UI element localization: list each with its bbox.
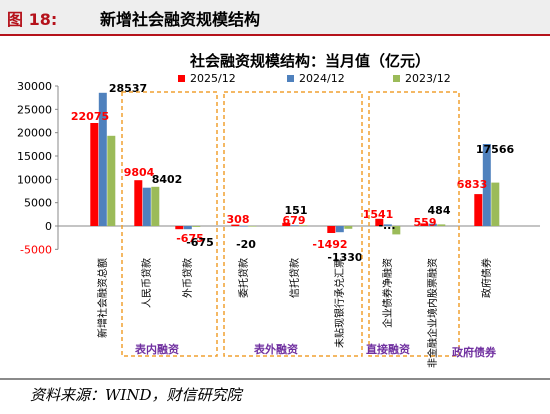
data-label: 1541 — [363, 208, 394, 221]
bar — [474, 194, 483, 226]
category-label: 政府债券 — [480, 258, 493, 298]
data-label: -675 — [176, 232, 204, 245]
figure-source: 资料来源：WIND，财信研究院 — [30, 386, 242, 404]
data-label: 22075 — [71, 110, 109, 123]
group-box — [223, 91, 363, 357]
bar — [375, 218, 384, 226]
bar — [134, 180, 143, 226]
category-label: 委托贷款 — [237, 258, 250, 298]
y-tick-label: 30000 — [17, 80, 52, 93]
bar — [428, 223, 437, 226]
category-label: 未贴现银行承兑汇票 — [333, 258, 346, 348]
legend-label: 2023/12 — [405, 72, 451, 85]
category-label: 非金融企业境内股票融资 — [426, 258, 439, 368]
legend-swatch — [287, 75, 294, 82]
bar — [107, 135, 116, 226]
bar — [282, 222, 291, 226]
data-label: -1492 — [312, 238, 347, 251]
y-tick-label: -5000 — [20, 243, 52, 256]
data-label: 17566 — [476, 143, 515, 156]
x-axis-labels: 新增社会融资总额 人民币贷款 外币贷款 委托贷款 信托贷款 未贴现银行承兑汇票 企业债券净融… — [96, 258, 493, 368]
bar — [231, 224, 240, 226]
data-label: -... — [378, 219, 395, 232]
bar — [142, 187, 151, 226]
data-label: 308 — [227, 213, 250, 226]
figure-number: 图 18: — [7, 10, 58, 29]
data-label: 9804 — [124, 166, 155, 179]
group-box — [121, 91, 218, 357]
category-label: 人民币贷款 — [140, 258, 153, 308]
y-tick-label: 0 — [45, 220, 52, 233]
bar-series — [90, 92, 500, 235]
data-label: 484 — [428, 204, 451, 217]
data-label: 28537 — [109, 82, 147, 95]
group-boxes: 表内融资 表外融资 直接融资 政府债券 — [121, 91, 497, 359]
group-box — [368, 91, 460, 357]
bar — [327, 226, 336, 233]
bar — [383, 224, 392, 226]
y-tick-label: 10000 — [17, 173, 52, 186]
chart-title: 社会融资规模结构：当月值（亿元） — [189, 52, 430, 70]
bar — [248, 226, 257, 227]
bar — [239, 226, 248, 227]
bar — [392, 226, 401, 235]
figure-title: 新增社会融资规模结构 — [100, 10, 261, 29]
bar — [344, 226, 353, 229]
category-label: 信托贷款 — [288, 258, 301, 298]
group-label: 表外融资 — [253, 342, 298, 356]
bar — [175, 226, 184, 230]
y-tick-label: 15000 — [17, 150, 52, 163]
bar — [482, 144, 491, 226]
y-tick-label: 25000 — [17, 103, 52, 116]
data-label: 559 — [414, 216, 437, 229]
y-tick-label: 20000 — [17, 127, 52, 140]
data-label: 679 — [283, 214, 306, 227]
bar — [90, 123, 99, 226]
bar — [420, 223, 429, 226]
chart-legend: 2025/12 2024/12 2023/12 — [178, 72, 451, 85]
category-label: 企业债券净融资 — [381, 258, 394, 328]
data-label: 151 — [285, 204, 308, 217]
category-label: 新增社会融资总额 — [96, 258, 109, 338]
legend-swatch — [393, 75, 400, 82]
bar — [151, 186, 160, 226]
bar — [98, 92, 107, 226]
bar — [183, 226, 192, 230]
group-label: 表内融资 — [134, 342, 179, 356]
figure-header: 图 18: 新增社会融资规模结构 — [0, 0, 550, 36]
data-label: 6833 — [457, 178, 488, 191]
bar — [335, 226, 344, 233]
legend-label: 2025/12 — [190, 72, 236, 85]
legend-label: 2024/12 — [299, 72, 345, 85]
bar — [192, 226, 201, 227]
data-label: -675 — [186, 236, 214, 249]
data-label: 8402 — [152, 173, 183, 186]
bar — [299, 225, 308, 226]
bar-chart: 社会融资规模结构：当月值（亿元） 2025/12 2024/12 2023/12 -… — [17, 52, 540, 368]
bar — [491, 182, 500, 226]
bar — [437, 224, 446, 226]
category-label: 外币贷款 — [181, 258, 194, 298]
group-label: 直接融资 — [366, 342, 410, 356]
data-label: -1330 — [327, 251, 363, 264]
data-label: -20 — [236, 238, 256, 251]
footer-divider — [0, 378, 550, 380]
group-label: 政府债券 — [452, 345, 497, 359]
legend-swatch — [178, 75, 185, 82]
y-tick-label: 5000 — [24, 197, 52, 210]
bar — [290, 225, 299, 226]
